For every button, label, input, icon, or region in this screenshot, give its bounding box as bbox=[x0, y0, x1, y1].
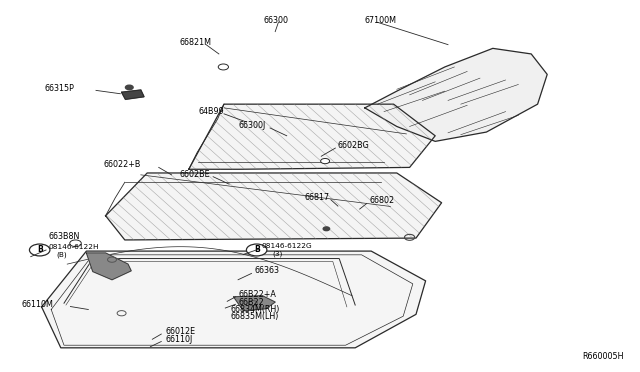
Circle shape bbox=[70, 240, 81, 247]
Text: R660005H: R660005H bbox=[582, 352, 624, 361]
Text: (3): (3) bbox=[273, 250, 283, 257]
Text: 08146-6122H: 08146-6122H bbox=[49, 244, 99, 250]
Text: 08146-6122G: 08146-6122G bbox=[261, 243, 312, 249]
Text: 66022+B: 66022+B bbox=[104, 160, 141, 169]
Text: 66821M: 66821M bbox=[179, 38, 211, 47]
Text: 66315P: 66315P bbox=[45, 84, 75, 93]
Circle shape bbox=[321, 158, 330, 164]
Polygon shape bbox=[365, 48, 547, 141]
Text: 66802: 66802 bbox=[370, 196, 395, 205]
Circle shape bbox=[246, 244, 267, 256]
Text: 66B22+A: 66B22+A bbox=[238, 290, 276, 299]
Text: 66012E: 66012E bbox=[165, 327, 195, 336]
Circle shape bbox=[323, 227, 330, 231]
Polygon shape bbox=[42, 251, 426, 348]
Text: 66110J: 66110J bbox=[165, 335, 193, 344]
Text: 66B22: 66B22 bbox=[238, 298, 264, 307]
Text: 663B8N: 663B8N bbox=[49, 232, 80, 241]
Polygon shape bbox=[106, 173, 442, 240]
Text: 66300J: 66300J bbox=[238, 121, 266, 130]
Circle shape bbox=[125, 85, 133, 90]
Circle shape bbox=[218, 64, 228, 70]
Text: (B): (B) bbox=[56, 251, 67, 258]
Text: 6602BE: 6602BE bbox=[179, 170, 210, 179]
Text: 6602BG: 6602BG bbox=[338, 141, 370, 150]
Polygon shape bbox=[234, 296, 275, 311]
Polygon shape bbox=[106, 173, 442, 240]
Text: 67100M: 67100M bbox=[365, 16, 397, 25]
Text: 66817: 66817 bbox=[305, 193, 330, 202]
Text: 66110M: 66110M bbox=[21, 300, 53, 309]
Text: 64B99: 64B99 bbox=[198, 107, 224, 116]
Circle shape bbox=[29, 244, 50, 256]
Text: 66363: 66363 bbox=[254, 266, 279, 275]
Polygon shape bbox=[189, 104, 435, 169]
Text: 66300: 66300 bbox=[264, 16, 289, 25]
Text: 66835M(LH): 66835M(LH) bbox=[230, 312, 279, 321]
Polygon shape bbox=[122, 90, 144, 99]
Text: 66834M(RH): 66834M(RH) bbox=[230, 305, 280, 314]
Text: B: B bbox=[254, 246, 259, 254]
Text: B: B bbox=[37, 246, 42, 254]
Polygon shape bbox=[189, 104, 435, 169]
Polygon shape bbox=[86, 253, 131, 280]
